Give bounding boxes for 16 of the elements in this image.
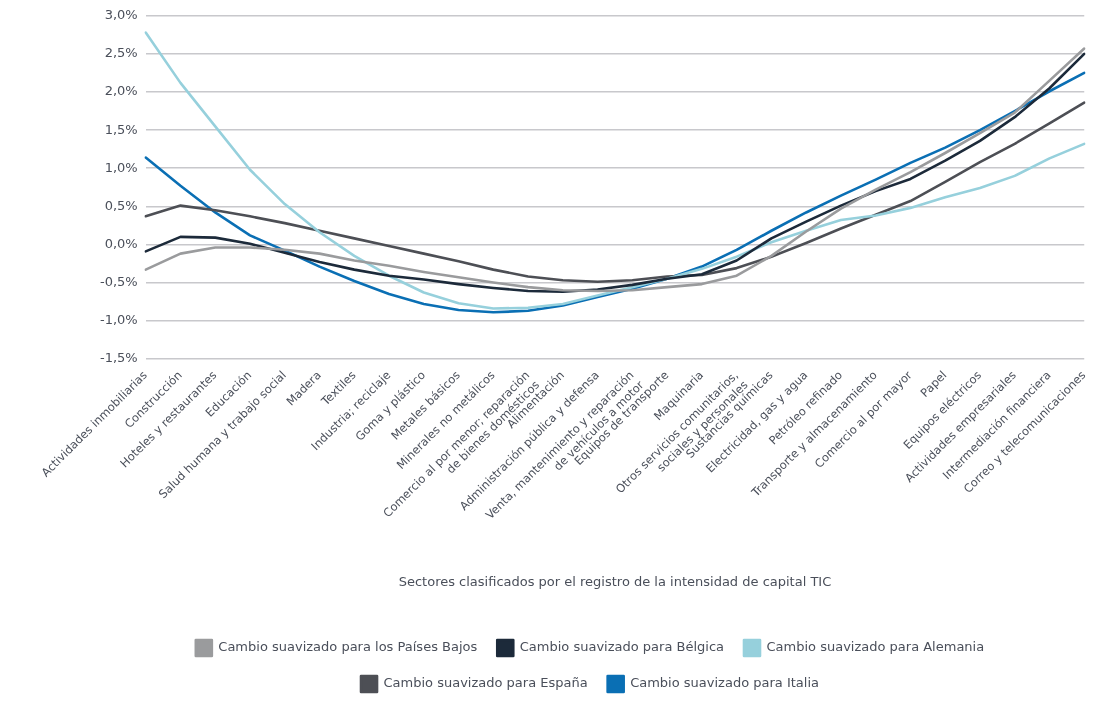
y-tick-label: 0,5%	[104, 197, 138, 213]
y-tick-label: 3,0%	[104, 7, 138, 23]
legend-label: Cambio suavizado para Bélgica	[519, 639, 725, 655]
y-tick-label: 0,0%	[104, 235, 138, 251]
y-tick-label: -1,5%	[100, 350, 138, 366]
y-tick-label: 2,5%	[104, 45, 138, 61]
y-tick-label: -0,5%	[100, 273, 138, 289]
y-tick-label: 1,5%	[104, 121, 138, 137]
legend-label: Cambio suavizado para España	[383, 675, 588, 691]
y-tick-label: 1,0%	[104, 159, 138, 175]
legend-label: Cambio suavizado para Italia	[630, 675, 819, 691]
legend-label: Cambio suavizado para Alemania	[766, 639, 985, 655]
y-tick-label: -1,0%	[100, 312, 138, 328]
legend-label: Cambio suavizado para los Países Bajos	[218, 639, 478, 655]
y-tick-label: 2,0%	[104, 83, 138, 99]
x-axis-title: Sectores clasificados por el registro de la intensidad de capital TIC	[398, 573, 832, 589]
